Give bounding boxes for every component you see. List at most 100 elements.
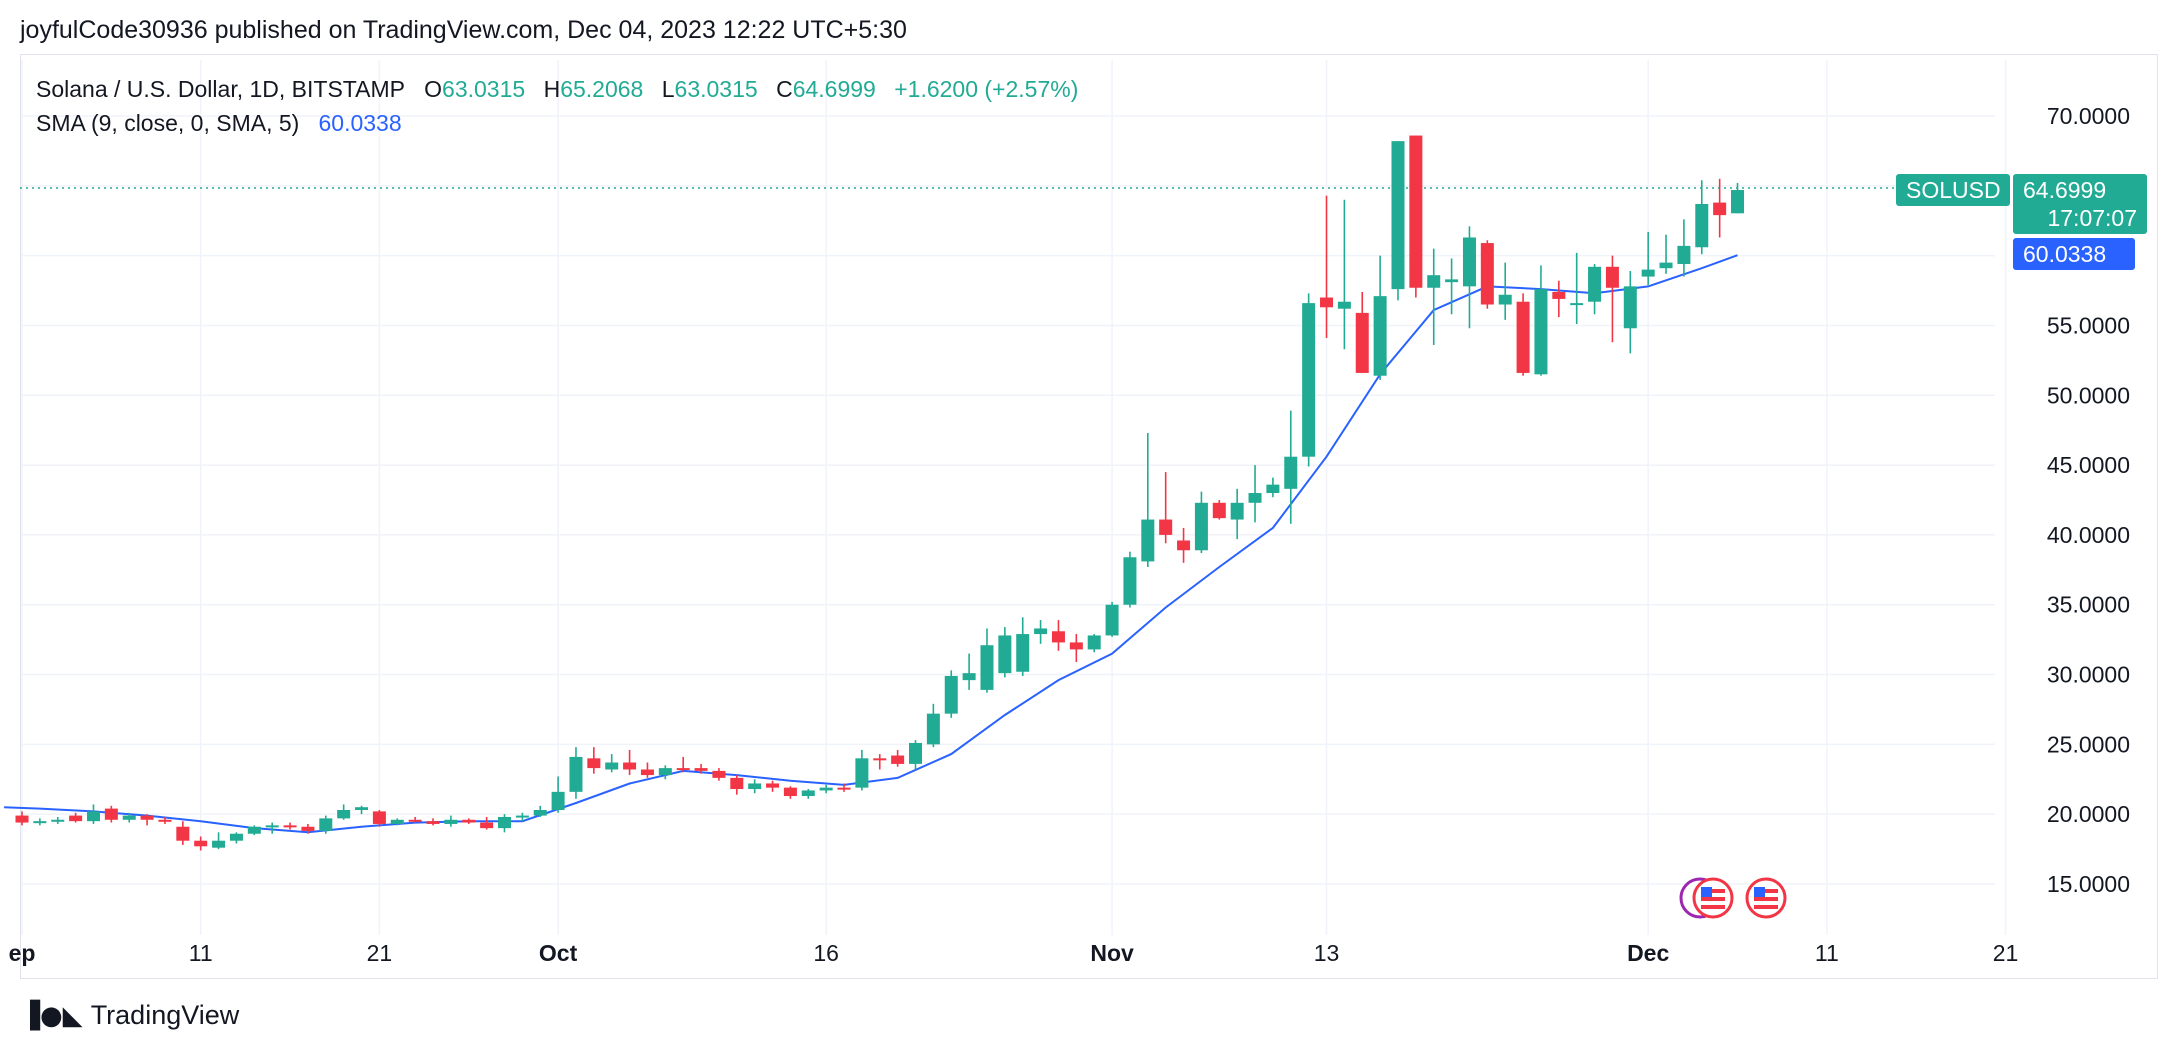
candle-body [819, 787, 833, 791]
candle [801, 789, 815, 799]
candle-body [569, 756, 583, 792]
sma-price-tag: 60.0338 [2013, 238, 2135, 270]
sma-line [4, 254, 1738, 834]
us-flag-stripes-icon [1754, 887, 1778, 909]
candle-body [712, 770, 726, 778]
candle [926, 703, 940, 748]
ohlc-legend-row: Solana / U.S. Dollar, 1D, BITSTAMP O63.0… [36, 72, 1090, 106]
symbol-title[interactable]: Solana / U.S. Dollar, 1D, BITSTAMP [36, 76, 405, 102]
y-tick-label: 40.0000 [2047, 522, 2130, 548]
candle [497, 814, 511, 833]
candle-body [33, 821, 47, 824]
sma-value: 60.0338 [318, 110, 402, 136]
candle [694, 763, 708, 774]
candle [283, 822, 297, 830]
candle [355, 805, 369, 815]
candle-body [766, 783, 780, 788]
tradingview-brand[interactable]: ▐●◣ TradingView [20, 1000, 239, 1031]
candle [176, 821, 190, 845]
candle-body [15, 815, 29, 823]
candle-body [1623, 286, 1637, 329]
high-value: 65.2068 [560, 76, 644, 102]
x-tick-label: ep [9, 940, 36, 966]
high-label: H [543, 76, 561, 102]
chart-frame [20, 54, 2158, 979]
candle-body [1212, 502, 1226, 519]
candle [51, 816, 65, 824]
candle [515, 812, 529, 822]
last-price-value: 64.6999 [2023, 177, 2107, 203]
candle [658, 765, 672, 780]
x-tick-label: 21 [1993, 940, 2019, 966]
candle-body [1194, 502, 1208, 551]
candle-body [444, 819, 458, 824]
candle [158, 816, 172, 824]
candle [1230, 488, 1244, 540]
x-tick-label: 11 [189, 940, 213, 966]
candle-body [623, 762, 637, 770]
candle [1409, 135, 1423, 298]
candle [1373, 255, 1387, 380]
candle-body [1445, 279, 1459, 283]
candle-body [515, 815, 529, 818]
candle [533, 805, 547, 817]
candle-body [104, 808, 118, 820]
candle [229, 832, 243, 844]
y-tick-label: 20.0000 [2047, 801, 2130, 827]
candle [1623, 270, 1637, 354]
candle [909, 740, 922, 770]
candle-body [1480, 243, 1494, 305]
us-flag-stripes-icon [1701, 887, 1725, 909]
candle-body [390, 819, 404, 824]
y-tick-label: 50.0000 [2047, 382, 2130, 408]
close-label: C [776, 76, 793, 102]
candle [426, 818, 440, 826]
candle [712, 768, 726, 781]
candle [1355, 291, 1369, 373]
candle [980, 628, 994, 693]
candle [640, 762, 654, 778]
candle-body [1248, 493, 1262, 503]
candle-body [1034, 628, 1048, 635]
candle [1320, 195, 1334, 339]
sma-legend-row: SMA (9, close, 0, SMA, 5) 60.0338 [36, 106, 1090, 140]
candle [1516, 293, 1530, 376]
y-tick-label: 35.0000 [2047, 592, 2130, 618]
open-value: 63.0315 [442, 76, 526, 102]
symbol-price-tag: SOLUSD [1896, 174, 2010, 206]
candle [1731, 182, 1745, 214]
candle-body [1016, 634, 1030, 672]
candle-body [1320, 297, 1334, 308]
candle [372, 809, 386, 827]
candle [408, 816, 422, 823]
candle [104, 805, 118, 823]
candle-body [1713, 202, 1727, 216]
brand-name: TradingView [90, 1000, 240, 1030]
candle [1123, 551, 1137, 608]
last-price-tag: 64.6999 17:07:07 [2013, 174, 2147, 234]
candle-body [480, 822, 494, 829]
low-value: 63.0315 [674, 76, 758, 102]
candle-body [1337, 301, 1351, 309]
y-tick-label: 70.0000 [2047, 103, 2130, 129]
candle [390, 818, 404, 826]
candle [301, 823, 315, 834]
candle-body [158, 819, 172, 822]
candle [748, 779, 762, 794]
candle [1498, 262, 1512, 320]
candle-body [1588, 266, 1602, 302]
candle [247, 825, 261, 836]
y-tick-label: 55.0000 [2047, 312, 2130, 338]
candle-body [86, 811, 100, 822]
candle [569, 747, 583, 799]
sma-label[interactable]: SMA (9, close, 0, SMA, 5) [36, 110, 300, 136]
candle-body [605, 762, 619, 770]
candle [1445, 258, 1459, 315]
candle [86, 804, 100, 824]
candle-body [1105, 604, 1119, 636]
publication-header: joyfulCode30936 published on TradingView… [20, 16, 907, 44]
candle [1034, 620, 1048, 644]
candle-body [372, 811, 386, 824]
candle [265, 822, 279, 834]
